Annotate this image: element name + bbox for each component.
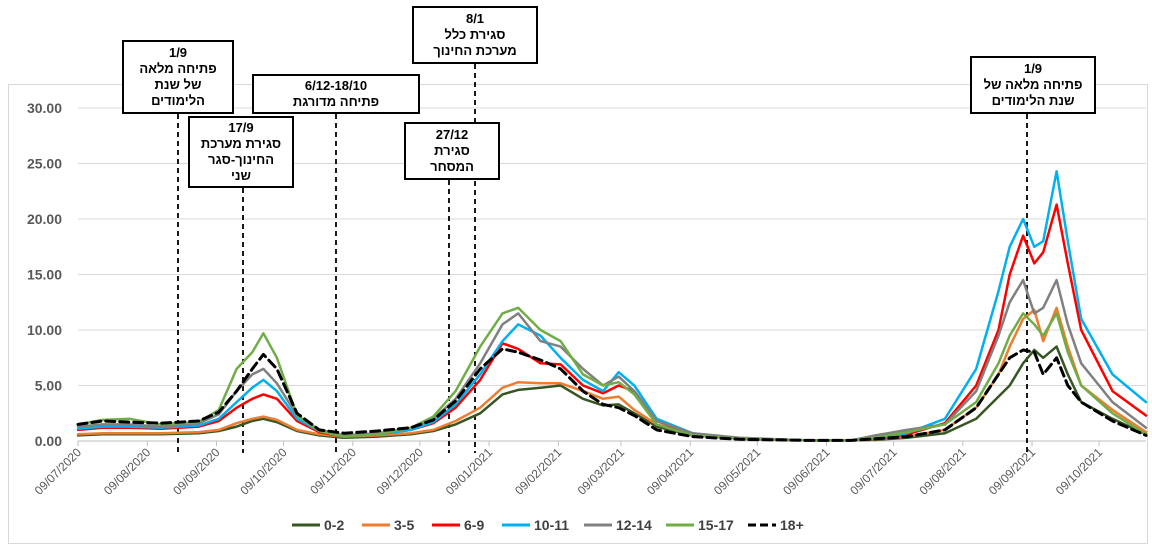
y-tick-label: 5.00 [35,378,62,394]
annotation-line: של שנת [154,77,202,92]
chart-frame [8,84,1148,544]
x-tick-label: 09/12/2020 [374,445,427,498]
y-tick-label: 30.00 [27,100,62,116]
x-tick-label: 09/07/2020 [32,445,85,498]
annotation-box: 8/1 סגירת כלל מערכת החינוך [412,6,538,64]
annotation-line: החינוך-סגר [208,152,274,167]
y-tick-label: 25.00 [27,156,62,172]
annotation-box: 17/9 סגירת מערכת החינוך-סגר שני [188,116,294,188]
x-tick-label: 09/03/2021 [575,445,628,498]
legend-label-3-5: 3-5 [394,517,414,533]
annotation-line: שנת הלימודים [991,93,1075,108]
y-tick-label: 15.00 [27,267,62,283]
x-tick-label: 09/07/2021 [847,445,900,498]
annotation-line: הלימודים [151,93,205,108]
series-line-12-14 [76,278,1148,442]
annotation-line: מערכת החינוך [433,43,517,58]
series-lines [76,170,1148,442]
annotation-line: סגירת כלל [444,27,506,42]
annotation-line: פתיחה מדורגת [292,94,380,109]
annotation-line: 17/9 [228,120,254,135]
legend-label-15-17: 15-17 [698,517,734,533]
series-line-6-9 [76,203,1148,442]
legend: 0-2 3-5 6-9 10-11 12-14 15-17 18+ [292,517,804,533]
legend-label-0-2: 0-2 [324,517,344,533]
annotation-box: 6/12-18/10 פתיחה מדורגת [252,74,420,114]
x-tick-label: 09/06/2021 [780,445,833,498]
series-line-3-5 [76,306,1148,442]
x-tick-label: 09/08/2021 [917,445,970,498]
event-lines [177,64,1028,453]
annotation-line: 1/9 [168,45,188,60]
annotation-box: 27/12 סגירת המסחר [404,122,500,180]
annotation-line: פתיחה מלאה [139,61,217,76]
x-tick-label: 09/08/2020 [101,445,154,498]
x-tick-label: 09/02/2021 [512,445,565,498]
legend-label-6-9: 6-9 [464,517,484,533]
annotation-line: שני [231,168,251,183]
y-axis: 0.00 5.00 10.00 15.00 20.00 25.00 30.00 [27,100,62,449]
annotation-line: 6/12-18/10 [304,78,368,93]
annotation-line: 27/12 [435,127,469,142]
legend-label-10-11: 10-11 [534,517,569,533]
series-line-10-11 [76,170,1148,442]
x-tick-label: 09/09/2021 [986,445,1039,498]
y-tick-label: 0.00 [35,433,62,449]
x-tick-label: 09/05/2021 [711,445,764,498]
series-line-15-17 [76,306,1148,442]
annotation-line: סגירת [434,143,470,158]
annotation-box: 1/9 פתיחה מלאה של שנת הלימודים [122,40,234,114]
x-tick-label: 09/10/2021 [1053,445,1106,498]
series-line-18+ [76,347,1148,442]
legend-label-12-14: 12-14 [616,517,652,533]
series-line-0-2 [76,345,1148,442]
x-axis: 09/07/2020 09/08/2020 09/09/2020 09/10/2020… [32,440,1146,498]
legend-label-18+: 18+ [780,517,804,533]
y-tick-label: 20.00 [27,211,62,227]
x-tick-label: 09/09/2020 [170,445,223,498]
annotation-line: המסחר [430,159,474,174]
annotation-box: 1/9 פתיחה מלאה של שנת הלימודים [970,56,1096,114]
x-tick-label: 09/04/2021 [644,445,697,498]
annotation-line: סגירת מערכת [200,136,282,151]
annotation-line: פתיחה מלאה של [983,77,1083,92]
y-tick-label: 10.00 [27,322,62,338]
annotation-line: 8/1 [465,11,485,26]
annotation-line: 1/9 [1023,61,1043,76]
x-tick-label: 09/01/2021 [443,445,496,498]
x-tick-label: 09/10/2020 [237,445,290,498]
x-tick-label: 09/11/2020 [307,445,359,497]
